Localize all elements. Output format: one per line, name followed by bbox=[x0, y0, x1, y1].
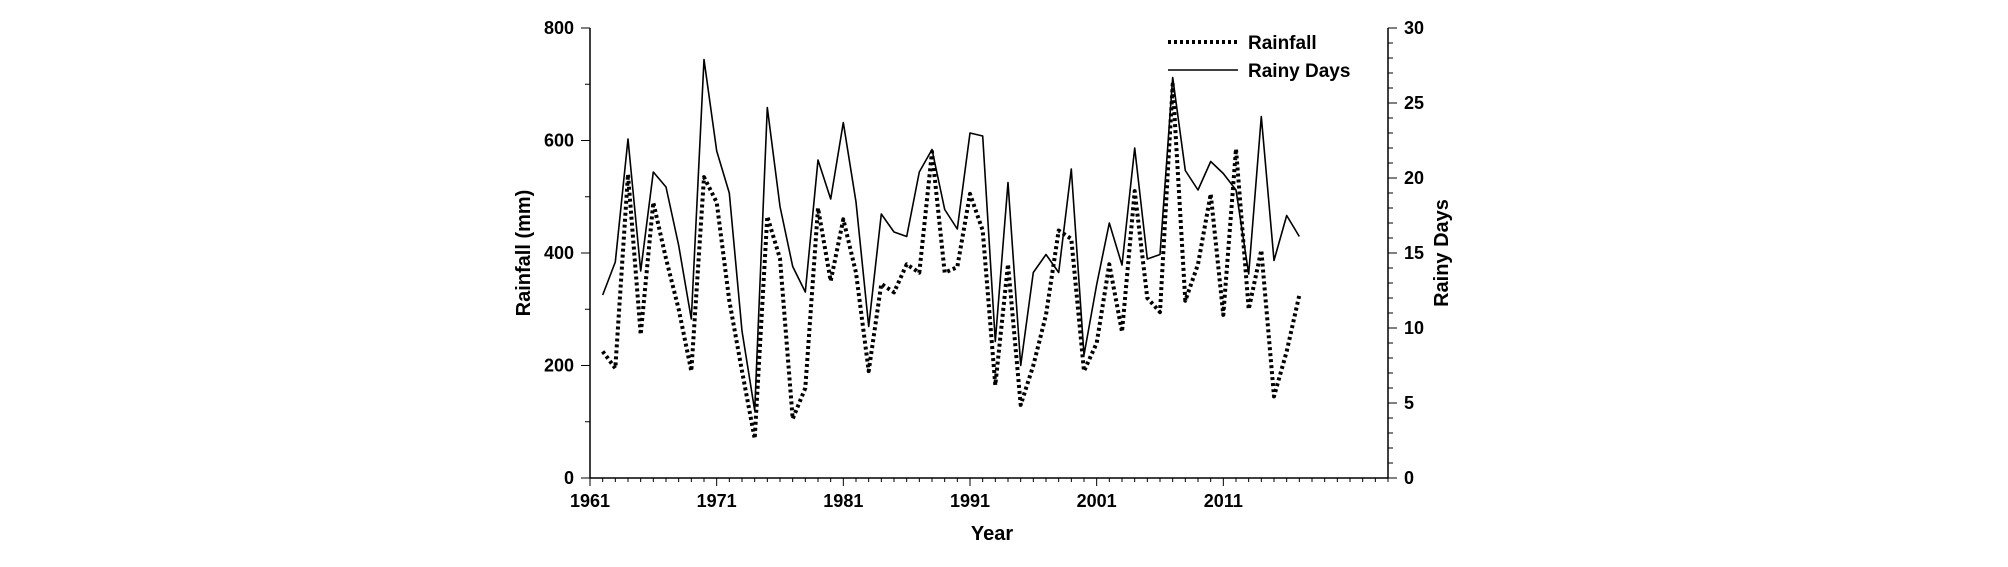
series-lines bbox=[601, 58, 1302, 441]
legend: Rainfall Rainy Days bbox=[1168, 33, 1350, 82]
left-y-tick-label: 200 bbox=[544, 356, 574, 376]
x-tick-label: 2001 bbox=[1077, 491, 1117, 511]
x-tick-label: 1991 bbox=[950, 491, 990, 511]
right-y-tick-label: 5 bbox=[1404, 393, 1414, 413]
right-y-tick-label: 0 bbox=[1404, 468, 1414, 488]
x-tick-label: 1981 bbox=[823, 491, 863, 511]
series-line-rainy-days bbox=[601, 58, 1300, 412]
right-y-tick-label: 10 bbox=[1404, 318, 1424, 338]
right-y-tick-label: 20 bbox=[1404, 168, 1424, 188]
left-y-tick-label: 600 bbox=[544, 131, 574, 151]
legend-label-rainfall: Rainfall bbox=[1248, 33, 1317, 54]
x-tick-label: 1961 bbox=[570, 491, 610, 511]
series-line-rainfall bbox=[601, 82, 1302, 441]
left-y-tick-label: 400 bbox=[544, 243, 574, 263]
right-y-axis-title: Rainy Days bbox=[1431, 199, 1453, 307]
left-y-tick-label: 800 bbox=[544, 18, 574, 38]
left-y-axis-title: Rainfall (mm) bbox=[513, 190, 535, 317]
x-tick-label: 2011 bbox=[1204, 491, 1243, 511]
ticks: 1961 1971 1981 1991 2001 2011 0 200 400 600 800 0 5 1… bbox=[544, 18, 1424, 511]
x-axis-title: Year bbox=[971, 523, 1013, 545]
x-tick-label: 1971 bbox=[697, 491, 737, 511]
right-y-tick-label: 25 bbox=[1404, 93, 1424, 113]
right-y-tick-label: 30 bbox=[1404, 18, 1424, 38]
legend-label-rainy-days: Rainy Days bbox=[1248, 61, 1350, 82]
left-y-tick-label: 0 bbox=[564, 468, 574, 488]
right-y-tick-label: 15 bbox=[1404, 243, 1424, 263]
